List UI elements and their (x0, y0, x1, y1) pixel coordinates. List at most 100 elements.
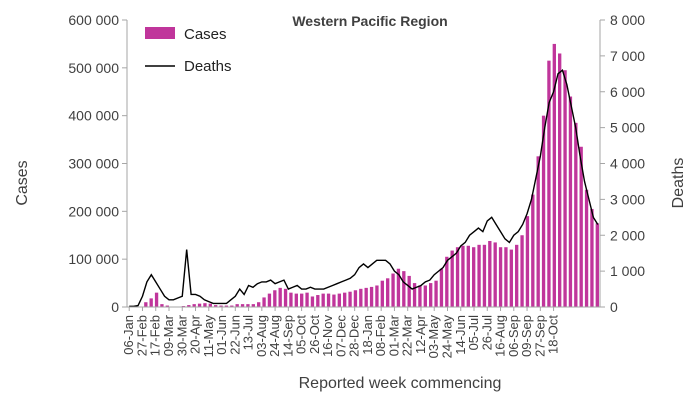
cases-bar (219, 305, 223, 307)
legend-cases-swatch (145, 27, 175, 39)
x-axis-tick-label: 18-Jan (360, 315, 375, 355)
right-axis-tick-label: 3 000 (610, 191, 645, 207)
x-axis-tick-label: 06-Jan (121, 315, 136, 355)
cases-bar (154, 292, 159, 307)
cases-bar (429, 283, 433, 307)
x-axis-tick-label: 12-Apr (413, 314, 428, 354)
right-axis-tick-label: 6 000 (610, 84, 645, 100)
cases-bar (563, 70, 567, 307)
cases-bar (515, 244, 519, 307)
x-axis-tick-label: 09-Mar (161, 314, 176, 356)
right-axis-tick-label: 8 000 (610, 12, 645, 28)
cases-bars (144, 43, 599, 308)
cases-bar (434, 280, 438, 307)
cases-bar (450, 250, 454, 307)
x-axis-tick-labels: 06-Jan27-Feb17-Feb09-Mar30-Mar20-Apr11-M… (121, 307, 561, 359)
cases-bar (187, 305, 191, 307)
cases-bar (300, 293, 304, 307)
cases-bar (445, 256, 449, 307)
cases-bar (380, 280, 384, 307)
left-axis-tick-label: 300 000 (68, 156, 119, 172)
cases-bar (240, 304, 245, 307)
cases-bar (574, 122, 578, 307)
right-axis-tick-label: 5 000 (610, 120, 645, 136)
cases-bar (144, 302, 148, 307)
x-axis-tick-label: 22-Jun (227, 315, 242, 355)
cases-bar (353, 290, 358, 307)
cases-bar (536, 156, 540, 307)
cases-bar (364, 287, 368, 307)
cases-bar (224, 305, 229, 307)
right-axis-tick-label: 4 000 (610, 156, 645, 172)
cases-bar (149, 298, 153, 307)
x-axis-tick-label: 16-Aug (493, 315, 508, 357)
right-axis-tick-label: 1 000 (610, 263, 645, 279)
left-axis-title: Cases (14, 160, 31, 205)
cases-bar (547, 60, 551, 307)
cases-bar (525, 216, 530, 307)
x-axis-tick-label: 28-Dec (347, 315, 362, 357)
left-axis-tick-label: 200 000 (68, 203, 119, 219)
x-axis-tick-label: 03-May (426, 315, 441, 359)
cases-bar (552, 43, 556, 308)
cases-bar (466, 245, 470, 307)
chart-title: Western Pacific Region (292, 13, 447, 29)
x-axis-tick-label: 24-May (439, 315, 454, 359)
x-axis-title: Reported week commencing (299, 375, 502, 392)
legend: Cases Deaths (145, 26, 232, 75)
x-axis-tick-label: 05-Jul (466, 315, 481, 351)
cases-bar (558, 53, 562, 308)
left-axis-tick-label: 0 (111, 299, 119, 315)
right-axis-tick-label: 2 000 (610, 227, 645, 243)
cases-bar (246, 304, 250, 307)
x-axis-tick-label: 17-Feb (148, 315, 163, 356)
x-axis-tick-label: 03-Aug (254, 315, 269, 357)
cases-bar (455, 247, 460, 307)
cases-bar (278, 287, 282, 307)
cases-bar (160, 304, 164, 307)
cases-bar (472, 247, 476, 307)
x-axis-tick-label: 01-Jun (214, 315, 229, 355)
x-axis-tick-label: 07-Dec (333, 315, 348, 357)
cases-bar (208, 303, 212, 307)
cases-bar (332, 294, 336, 307)
cases-bar (418, 285, 422, 307)
cases-bar (310, 296, 315, 307)
cases-bar (407, 275, 411, 307)
cases-bar (482, 244, 487, 307)
cases-bar (273, 290, 277, 307)
cases-bar (348, 291, 352, 307)
cases-bar (230, 305, 234, 307)
left-axis-ticks: 0 100 000 200 000 300 000 400 000 500 000 600 … (68, 12, 127, 315)
right-axis-tick-label: 7 000 (610, 48, 645, 64)
cases-bar (214, 305, 218, 307)
x-axis-tick-label: 13-Jul (241, 315, 256, 351)
cases-bar (541, 115, 546, 307)
cases-bar (386, 278, 390, 307)
cases-bar (498, 247, 503, 307)
x-axis-tick-label: 24-Aug (267, 315, 282, 357)
cases-bar (267, 293, 272, 307)
left-axis-tick-label: 100 000 (68, 251, 119, 267)
cases-bar (257, 302, 261, 307)
x-axis-tick-label: 01-Mar (386, 314, 401, 356)
cases-bar (375, 285, 379, 307)
cases-bar (590, 208, 594, 307)
x-axis-tick-label: 08-Feb (373, 315, 388, 356)
cases-bar (369, 286, 374, 307)
cases-bar (579, 146, 583, 307)
left-axis-tick-label: 500 000 (68, 60, 119, 76)
cases-bar (251, 304, 255, 307)
left-axis-tick-label: 600 000 (68, 12, 119, 28)
cases-bar (235, 304, 239, 307)
cases-bar (423, 285, 427, 307)
x-axis-tick-label: 27-Sep (532, 315, 547, 357)
cases-bar (504, 247, 508, 307)
right-axis-tick-label: 0 (610, 299, 618, 315)
x-axis-tick-label: 14-Sep (280, 315, 295, 357)
cases-bar (396, 268, 401, 307)
cases-bar (493, 242, 497, 307)
x-axis-tick-label: 26-Jul (479, 315, 494, 351)
right-axis-ticks: 0 1 000 2 000 3 000 4 000 5 000 6 000 7 000 8 00… (600, 12, 645, 315)
